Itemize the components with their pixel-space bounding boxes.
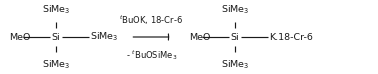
Text: SiMe$_3$: SiMe$_3$ [221, 58, 249, 71]
Text: $^t$BuOK, 18-Cr-6: $^t$BuOK, 18-Cr-6 [119, 14, 183, 27]
Text: SiMe$_3$: SiMe$_3$ [42, 3, 70, 16]
Text: MeO: MeO [189, 32, 211, 42]
Text: SiMe$_3$: SiMe$_3$ [90, 31, 118, 43]
Text: Si: Si [231, 32, 239, 42]
Text: SiMe$_3$: SiMe$_3$ [42, 58, 70, 71]
Text: K.18-Cr-6: K.18-Cr-6 [269, 32, 313, 42]
Text: MeO: MeO [9, 32, 31, 42]
Text: SiMe$_3$: SiMe$_3$ [221, 3, 249, 16]
Text: Si: Si [52, 32, 60, 42]
Text: - $^t$BuOSiMe$_3$: - $^t$BuOSiMe$_3$ [125, 48, 177, 62]
